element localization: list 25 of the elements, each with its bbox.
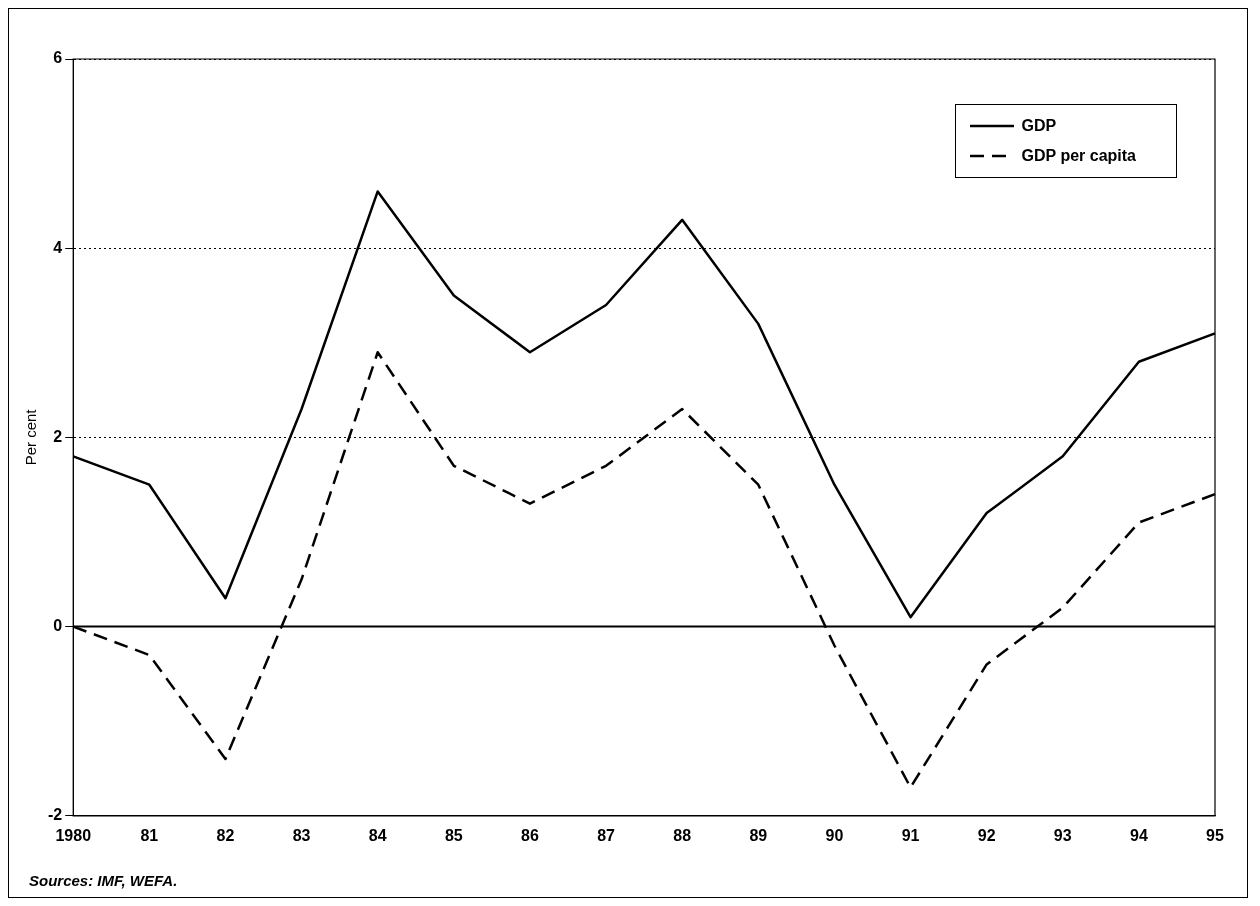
y-tick-label: 0: [53, 617, 63, 635]
x-tick-label: 84: [368, 826, 387, 844]
x-tick-label: 90: [825, 826, 844, 844]
x-tick-label: 91: [901, 826, 920, 844]
source-note: Sources: IMF, WEFA.: [29, 872, 178, 889]
legend-label: GDP per capita: [1021, 147, 1136, 165]
x-tick-label: 86: [521, 826, 539, 844]
x-tick-label: 1980: [55, 826, 92, 844]
y-tick-label: 6: [53, 49, 63, 67]
x-tick-label: 88: [673, 826, 692, 844]
x-tick-label: 89: [749, 826, 768, 844]
y-tick-label: 2: [53, 427, 63, 445]
y-tick-label: -2: [47, 806, 63, 824]
x-tick-label: 83: [292, 826, 311, 844]
x-tick-label: 81: [140, 826, 159, 844]
y-tick-label: 4: [53, 238, 63, 256]
x-tick-label: 85: [444, 826, 463, 844]
x-tick-label: 82: [216, 826, 235, 844]
legend-label: GDP: [1021, 117, 1057, 135]
x-tick-label: 87: [597, 826, 616, 844]
x-tick-label: 92: [977, 826, 996, 844]
x-tick-label: 95: [1206, 826, 1224, 844]
x-tick-label: 94: [1129, 826, 1148, 844]
y-axis-title: Per cent: [22, 408, 40, 466]
x-tick-label: 93: [1053, 826, 1072, 844]
